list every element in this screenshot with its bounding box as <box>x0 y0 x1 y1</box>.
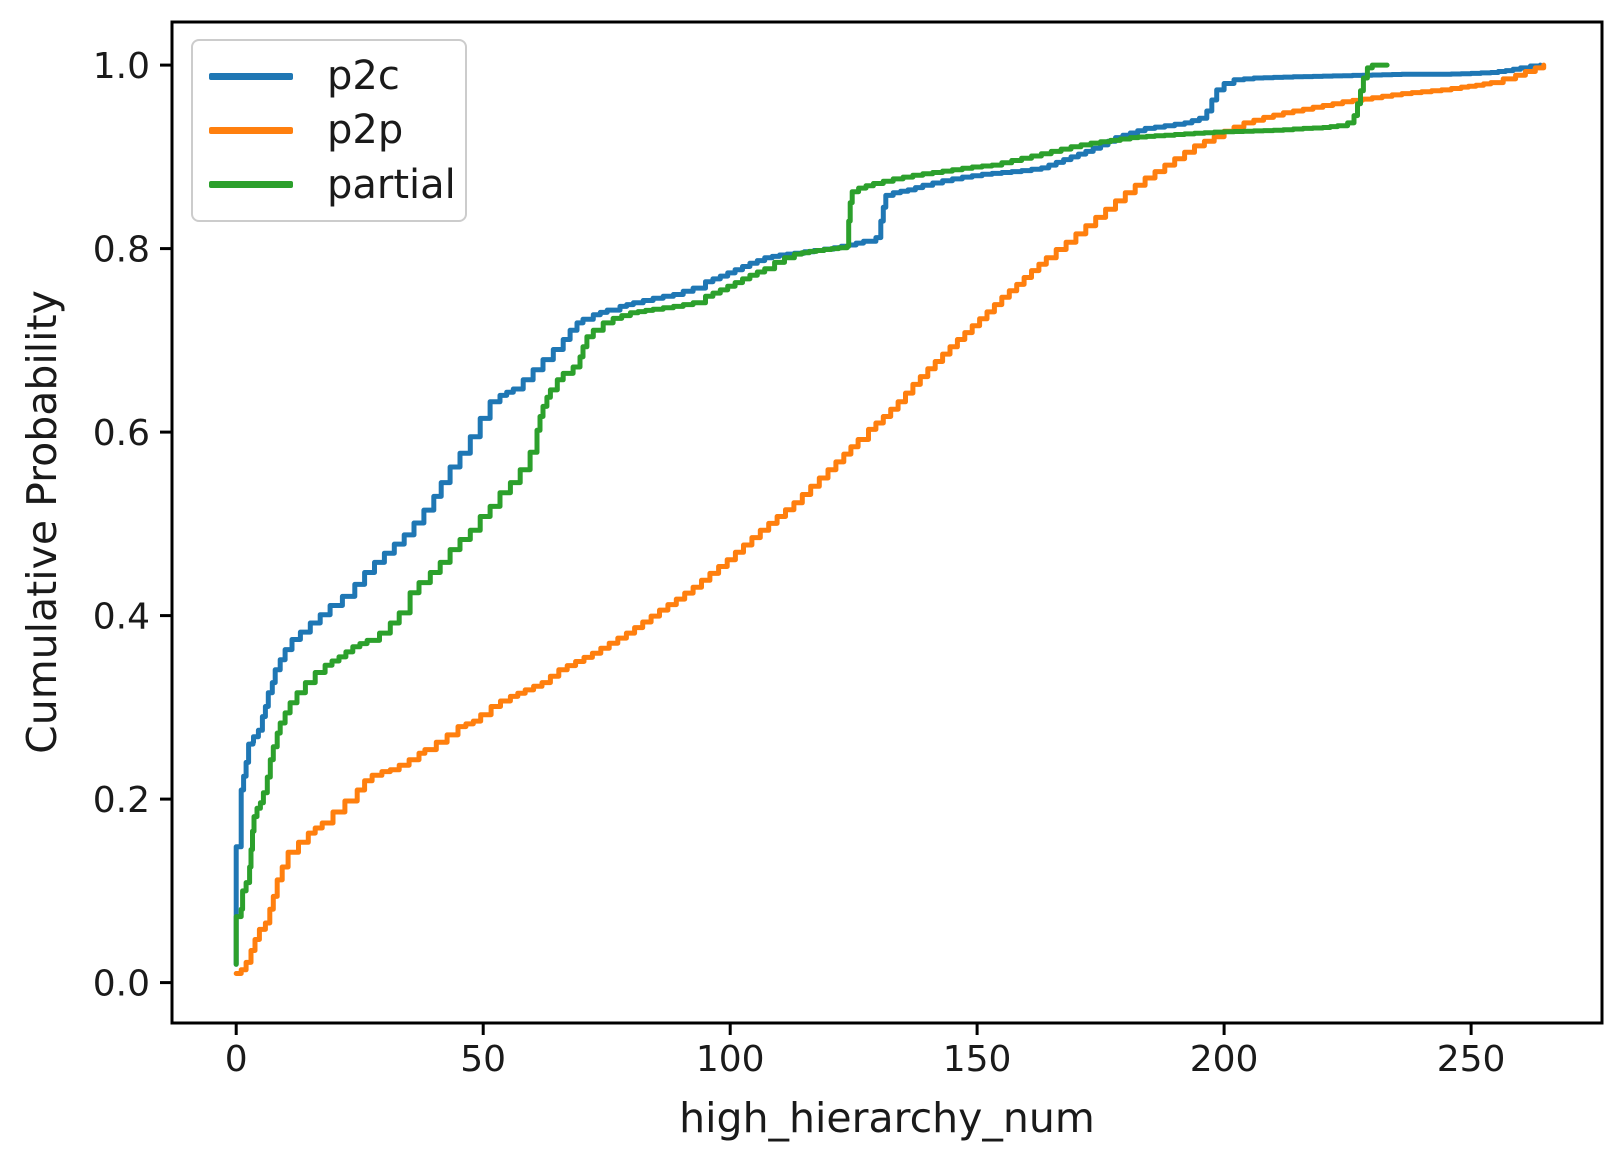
legend-label-partial: partial <box>327 161 456 208</box>
x-tick-label: 150 <box>943 1039 1012 1080</box>
y-tick-label: 0.4 <box>93 597 150 638</box>
y-tick-label: 0.0 <box>93 964 150 1005</box>
y-tick-label: 0.6 <box>93 413 150 454</box>
legend-label-p2p: p2p <box>327 107 404 154</box>
legend-line-swatch-p2c <box>209 72 293 80</box>
axes-spines <box>170 20 1604 1025</box>
legend-label-p2c: p2c <box>327 53 400 100</box>
legend-entry-partial: partial <box>209 158 456 212</box>
x-axis-label: high_hierarchy_num <box>679 1094 1095 1142</box>
x-tick-label: 100 <box>696 1039 765 1080</box>
x-tick-label: 50 <box>460 1039 506 1080</box>
y-axis-label: Cumulative Probability <box>18 290 66 754</box>
y-tick-label: 0.8 <box>93 230 150 271</box>
legend-line-swatch-p2p <box>209 126 293 134</box>
x-tick-label: 200 <box>1190 1039 1259 1080</box>
y-axis-ticks: 0.0 0.2 0.4 0.6 0.8 1.0 <box>93 46 172 1005</box>
legend-entry-p2c: p2c <box>209 49 447 103</box>
curve-p2p <box>233 62 1547 976</box>
y-tick-label: 1.0 <box>93 46 150 87</box>
x-axis-ticks: 0 50 100 150 200 250 <box>225 1023 1506 1080</box>
x-tick-label: 250 <box>1437 1039 1506 1080</box>
legend: p2c p2p partial <box>191 39 467 222</box>
y-tick-label: 0.2 <box>93 780 150 821</box>
curve-partial <box>233 62 1390 967</box>
legend-line-swatch-partial <box>209 181 293 189</box>
legend-entry-p2p: p2p <box>209 103 447 157</box>
x-tick-label: 0 <box>225 1039 248 1080</box>
